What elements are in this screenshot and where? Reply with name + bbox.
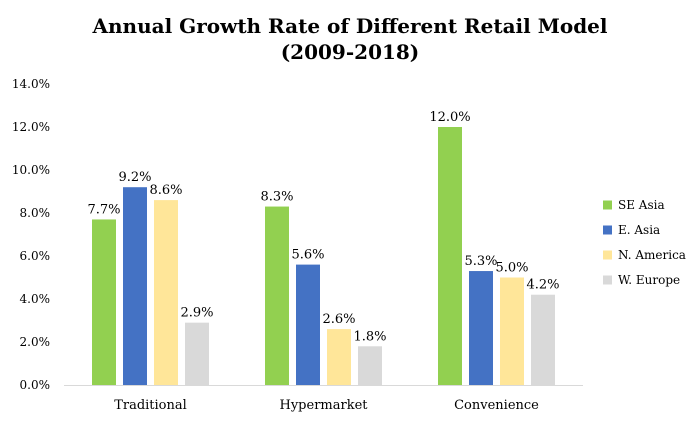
bar <box>500 277 524 385</box>
bar <box>438 127 462 385</box>
bar <box>469 271 493 385</box>
chart-title: Annual Growth Rate of Different Retail M… <box>92 14 608 38</box>
data-label: 12.0% <box>429 110 470 125</box>
legend-swatch <box>603 275 612 285</box>
y-tick-label: 12.0% <box>12 120 50 134</box>
bar <box>123 187 147 385</box>
legend: SE Asia E. Asia N. America W. Europe <box>603 198 686 287</box>
legend-label: W. Europe <box>618 273 680 287</box>
y-tick-label: 10.0% <box>12 163 50 177</box>
legend-label: E. Asia <box>618 223 660 237</box>
y-tick-label: 2.0% <box>20 335 51 349</box>
y-tick-label: 14.0% <box>12 77 50 91</box>
bar <box>327 329 351 385</box>
bar <box>531 294 555 385</box>
data-label: 5.3% <box>464 254 497 269</box>
legend-swatch <box>603 225 612 235</box>
data-label: 2.6% <box>322 312 355 327</box>
data-label: 8.6% <box>149 183 182 198</box>
data-label: 7.7% <box>87 202 120 217</box>
legend-label: N. America <box>618 248 686 262</box>
bar <box>296 264 320 385</box>
y-tick-label: 6.0% <box>20 249 51 263</box>
x-tick-label: Hypermarket <box>280 398 369 413</box>
legend-swatch <box>603 200 612 210</box>
y-tick-label: 0.0% <box>20 378 51 392</box>
y-tick-label: 8.0% <box>20 206 51 220</box>
bar <box>185 322 209 385</box>
data-label: 1.8% <box>353 329 386 344</box>
legend-label: SE Asia <box>618 198 665 212</box>
x-tick-label: Convenience <box>454 398 539 413</box>
data-label: 5.6% <box>291 248 324 263</box>
x-axis: Traditional Hypermarket Convenience <box>64 385 583 413</box>
data-label: 8.3% <box>260 190 293 205</box>
bar <box>154 200 178 385</box>
bar <box>265 206 289 385</box>
data-label: 5.0% <box>495 261 528 276</box>
data-labels: 7.7% 9.2%8.6% 2.9% 8.3% 5.6% 2.6% 1.8% 12.0% 5.3… <box>87 110 559 344</box>
bar <box>358 346 382 385</box>
bars <box>92 127 555 385</box>
chart-subtitle: (2009-2018) <box>280 40 420 64</box>
data-label: 4.2% <box>526 278 559 293</box>
y-axis: 0.0% 2.0% 4.0% 6.0% 8.0% 10.0% 12.0% 14.0% <box>12 77 50 392</box>
legend-swatch <box>603 250 612 260</box>
x-tick-label: Traditional <box>114 398 187 413</box>
data-label: 9.2% <box>118 170 151 185</box>
data-label: 2.9% <box>180 306 213 321</box>
bar <box>92 219 116 385</box>
y-tick-label: 4.0% <box>20 292 51 306</box>
